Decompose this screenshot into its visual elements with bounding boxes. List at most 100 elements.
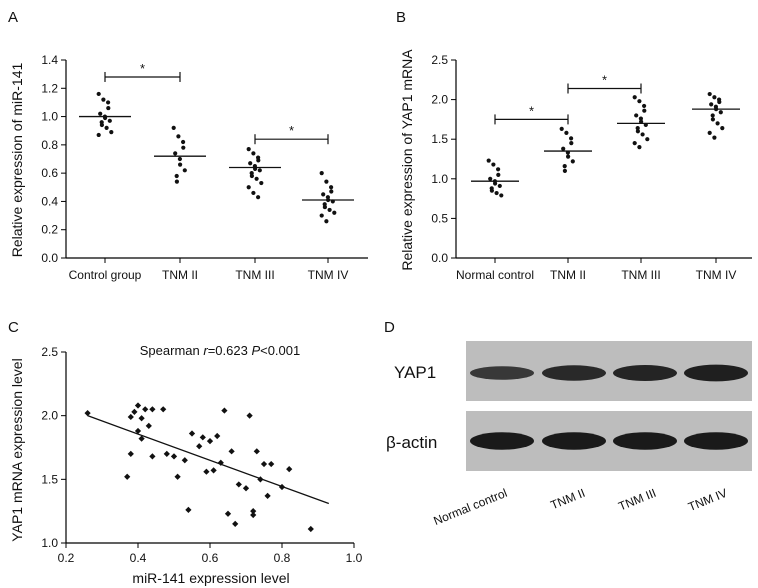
panel-b-xtick-label: TNM II	[550, 268, 586, 282]
panel-b-data-point	[564, 130, 569, 135]
panel-a-data-point	[332, 210, 337, 215]
panel-c-data-point	[228, 448, 235, 455]
panel-b-data-point	[569, 136, 574, 141]
panel-a-data-point	[174, 173, 179, 179]
panel-a-data-point	[327, 207, 332, 213]
panel-b-data-point	[635, 129, 641, 134]
panel-a-ytick-label: 0.8	[41, 138, 58, 152]
panel-c-data-point	[124, 473, 131, 480]
panel-c-data-point	[174, 473, 181, 480]
panel-a-data-point	[106, 105, 111, 111]
actin-band	[684, 432, 748, 450]
panel-b-data-point	[489, 188, 494, 193]
panel-b-data-point	[635, 126, 640, 131]
panel-c-correlation-scatter: YAP1 mRNA expression level miR-141 expre…	[9, 343, 363, 586]
panel-c-data-point	[160, 406, 167, 413]
panel-a-miR141-scatter: Relative expression of miR-141 0.0 0.2 0.4…	[9, 53, 368, 282]
panel-c-xtick-label: 1.0	[346, 551, 363, 565]
panel-c-ytick-label: 1.5	[41, 472, 58, 486]
blot-lane-label: TNM II	[549, 486, 588, 512]
panel-c-data-point	[127, 450, 134, 457]
panel-b-data-point	[709, 102, 714, 107]
panel-a-data-point	[96, 132, 101, 138]
panel-c-ytick-label: 2.0	[41, 409, 58, 423]
panel-c-data-point	[149, 406, 156, 413]
panel-c-annotation: Spearman r=0.623 P<0.001	[140, 343, 300, 358]
actin-band	[542, 432, 606, 450]
actin-band	[470, 432, 534, 450]
panel-c-xtick-label: 0.4	[130, 551, 147, 565]
panel-b-data-point	[494, 190, 499, 196]
panel-b-data-point	[638, 116, 644, 121]
panel-c-xtick-label: 0.6	[202, 551, 219, 565]
panel-a-data-point	[109, 130, 114, 135]
panel-c-data-point	[260, 460, 268, 468]
panel-b-data-point	[634, 113, 639, 118]
panel-c-data-point	[210, 467, 217, 474]
panel-b-xtick-label: TNM III	[621, 268, 660, 282]
panel-c-data-point	[142, 406, 149, 413]
annotation-p: P	[251, 343, 260, 358]
panel-c-data-point	[196, 443, 203, 450]
panel-a-data-point	[98, 111, 103, 116]
panel-b-data-point	[637, 145, 642, 150]
panel-a-data-point	[254, 176, 259, 181]
panel-c-data-point	[149, 453, 156, 460]
panel-a-data-point	[104, 125, 109, 130]
panel-c-data-point	[138, 415, 145, 422]
panel-b-data-point	[642, 103, 647, 109]
panel-a-data-point	[251, 151, 256, 156]
blot-lane-label: TNM IV	[686, 486, 729, 514]
panel-b-ytick-label: 0.5	[431, 211, 448, 225]
panel-a-significance-star: *	[289, 123, 294, 138]
panel-b-data-point	[645, 137, 650, 142]
blot-lane-label: Normal control	[432, 486, 510, 528]
panel-c-data-point	[264, 492, 271, 499]
panel-b-ytick-label: 2.5	[431, 53, 448, 67]
actin-band	[613, 432, 677, 450]
panel-a-data-point	[324, 179, 329, 184]
annotation-r-value: =0.623	[208, 343, 252, 358]
panel-b-ylabel: Relative expression of YAP1 mRNA	[399, 49, 415, 271]
panel-a-data-point	[177, 156, 182, 162]
panel-c-data-point	[278, 483, 286, 491]
panel-a-data-point	[178, 162, 183, 167]
panel-b-data-point	[491, 162, 496, 167]
panel-b-data-point	[496, 167, 501, 172]
panel-b-data-point	[562, 164, 567, 169]
panel-c-data-point	[185, 506, 192, 514]
panel-a-data-point	[246, 147, 251, 152]
panel-b-ytick-label: 0.0	[431, 251, 448, 265]
yap1-band	[542, 365, 606, 381]
panel-b-data-point	[712, 95, 717, 100]
panel-b-data-point	[710, 113, 715, 118]
panel-c-data-point	[214, 432, 221, 440]
panel-c-data-point	[203, 468, 210, 475]
panel-c-data-point	[84, 410, 91, 417]
panel-a-data-point	[257, 168, 262, 173]
blot-row-label-actin: β-actin	[386, 433, 437, 452]
panel-b-yap1-scatter: Relative expression of YAP1 mRNA 0.0 0.5 1…	[399, 49, 752, 282]
panel-a-data-point	[256, 158, 261, 163]
panel-c-data-point	[250, 511, 257, 519]
panel-a-data-point	[251, 190, 256, 196]
panel-b-data-point	[566, 154, 571, 159]
panel-b-data-point	[562, 168, 568, 173]
panel-b-data-point	[710, 117, 716, 122]
panel-a-data-point	[322, 204, 327, 210]
panel-b-data-point	[707, 91, 712, 97]
panel-label-c: C	[8, 319, 19, 336]
panel-b-significance-star: *	[602, 73, 607, 88]
annotation-p-value: <0.001	[260, 343, 300, 358]
panel-a-data-point	[259, 180, 264, 186]
panel-c-data-point	[235, 481, 242, 488]
panel-c-data-point	[199, 434, 206, 441]
panel-a-data-point	[249, 173, 254, 179]
panel-a-ytick-label: 0.2	[41, 223, 58, 237]
panel-c-data-point	[181, 457, 188, 464]
panel-c-regression-line	[87, 415, 330, 505]
annotation-r: r	[203, 343, 208, 358]
panel-a-data-point	[321, 192, 326, 197]
panel-a-data-point	[106, 100, 111, 105]
